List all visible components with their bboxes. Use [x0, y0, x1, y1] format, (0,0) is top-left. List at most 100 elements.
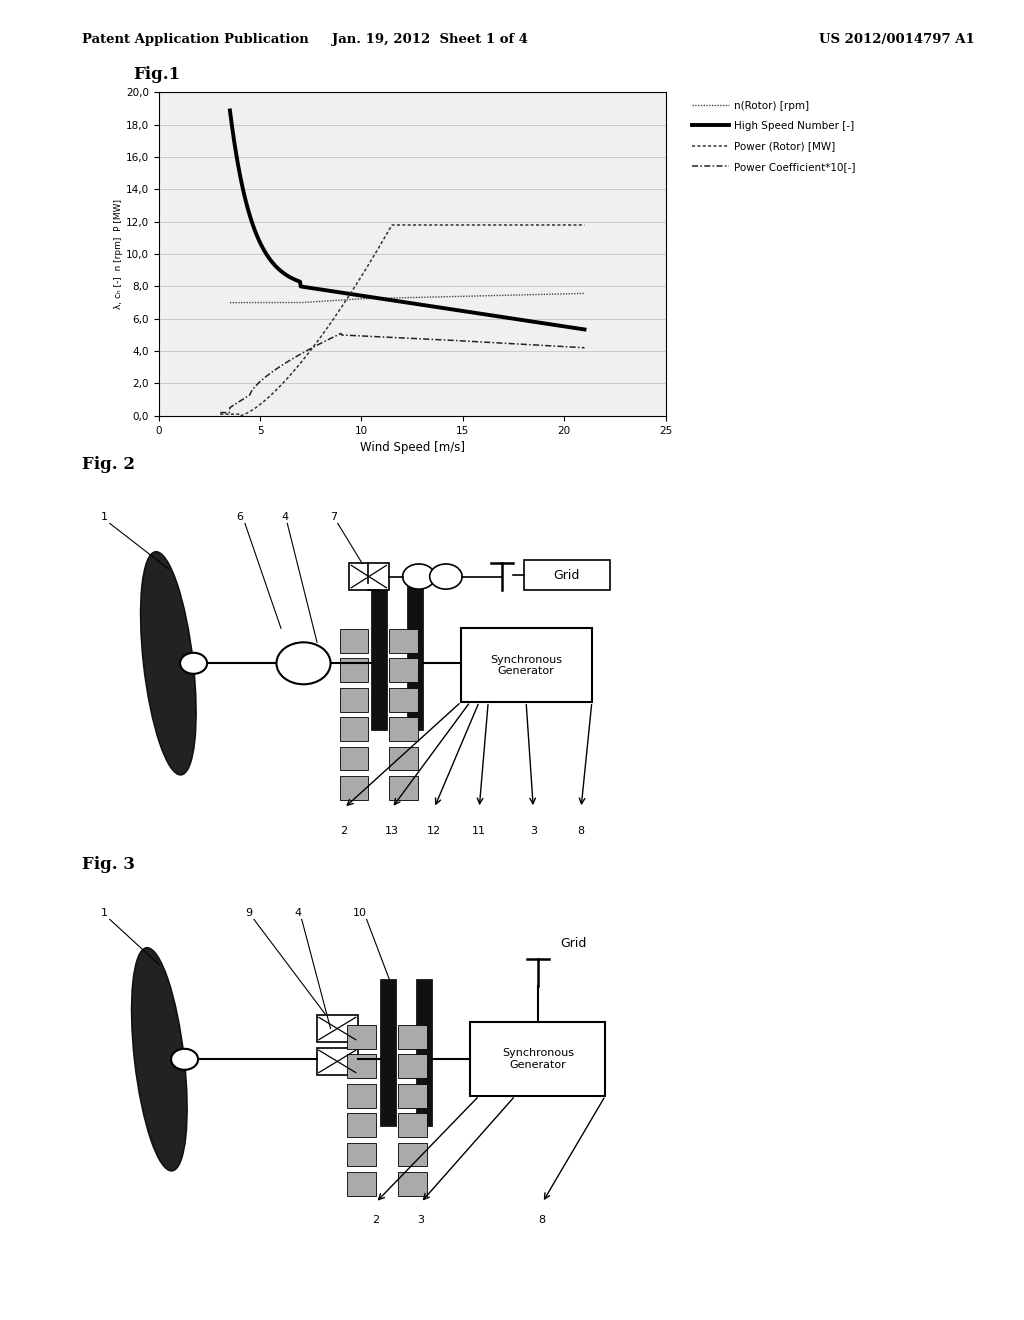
Power (Rotor) [MW]: [440, 216, 453, 232]
Power (Rotor) [MW]: [269, 383, 282, 399]
High Speed Number [-]: [408, 296, 420, 312]
Bar: [380, 979, 396, 1126]
Bar: [347, 1113, 376, 1137]
Text: 6: 6: [236, 512, 243, 521]
Power (Rotor) [MW]: [237, 408, 249, 424]
Bar: [389, 688, 418, 711]
Circle shape: [171, 1049, 198, 1069]
High Speed Number [-]: [476, 306, 488, 322]
Bar: [416, 979, 432, 1126]
Power (Rotor) [MW]: [351, 276, 364, 292]
Text: Grid: Grid: [553, 569, 580, 582]
Text: Fig.1: Fig.1: [133, 66, 180, 83]
Text: 11: 11: [472, 825, 486, 836]
Power Coefficient*10[-]: [440, 333, 453, 348]
Text: 8: 8: [578, 825, 585, 836]
Power Coefficient*10[-]: [237, 392, 249, 408]
Y-axis label: λ, cₕ [-]  n [rpm]  P [MW]: λ, cₕ [-] n [rpm] P [MW]: [114, 199, 123, 309]
Bar: [389, 659, 418, 682]
Bar: [340, 717, 369, 741]
High Speed Number [-]: [579, 322, 591, 338]
Bar: [389, 717, 418, 741]
Text: 3: 3: [417, 1214, 424, 1225]
Text: 1: 1: [100, 908, 108, 917]
Bar: [398, 1113, 427, 1137]
X-axis label: Wind Speed [m/s]: Wind Speed [m/s]: [359, 441, 465, 454]
Bar: [347, 1026, 376, 1049]
Power Coefficient*10[-]: [476, 334, 488, 350]
Text: Grid: Grid: [561, 937, 587, 950]
Bar: [347, 1172, 376, 1196]
Ellipse shape: [132, 948, 187, 1171]
High Speed Number [-]: [237, 178, 249, 194]
Bar: [347, 1143, 376, 1167]
Text: 2: 2: [341, 825, 347, 836]
Text: Fig. 3: Fig. 3: [82, 855, 135, 873]
Text: 2: 2: [372, 1214, 379, 1225]
Bar: [371, 583, 387, 730]
Ellipse shape: [140, 552, 196, 775]
Text: Synchronous
Generator: Synchronous Generator: [490, 655, 562, 676]
Circle shape: [430, 564, 462, 589]
Bar: [461, 628, 592, 702]
Circle shape: [276, 643, 331, 684]
n(Rotor) [rpm]: [237, 294, 249, 310]
n(Rotor) [rpm]: [269, 294, 282, 310]
Bar: [317, 1048, 357, 1074]
Text: US 2012/0014797 A1: US 2012/0014797 A1: [819, 33, 975, 46]
Bar: [347, 1084, 376, 1107]
Text: 12: 12: [427, 825, 441, 836]
Line: Power Coefficient*10[-]: Power Coefficient*10[-]: [220, 334, 585, 413]
Bar: [340, 630, 369, 653]
Text: M: M: [297, 657, 309, 669]
Bar: [408, 583, 423, 730]
n(Rotor) [rpm]: [351, 292, 364, 308]
Text: 7: 7: [331, 512, 338, 521]
Bar: [398, 1055, 427, 1078]
Power (Rotor) [MW]: [476, 216, 488, 232]
Bar: [347, 1055, 376, 1078]
Power Coefficient*10[-]: [579, 339, 591, 355]
Bar: [340, 776, 369, 800]
Bar: [340, 688, 369, 711]
Bar: [389, 776, 418, 800]
n(Rotor) [rpm]: [440, 289, 453, 305]
Circle shape: [402, 564, 435, 589]
Bar: [389, 630, 418, 653]
n(Rotor) [rpm]: [408, 289, 420, 305]
Power Coefficient*10[-]: [269, 362, 282, 378]
Text: 13: 13: [385, 825, 398, 836]
Line: n(Rotor) [rpm]: n(Rotor) [rpm]: [230, 293, 585, 302]
Power (Rotor) [MW]: [408, 216, 420, 232]
Legend: n(Rotor) [rpm], High Speed Number [-], Power (Rotor) [MW], Power Coefficient*10[: n(Rotor) [rpm], High Speed Number [-], P…: [686, 94, 861, 178]
Bar: [470, 1022, 605, 1096]
Bar: [398, 1143, 427, 1167]
Text: Fig. 2: Fig. 2: [82, 455, 135, 473]
Text: 4: 4: [295, 908, 302, 917]
Text: Synchronous
Generator: Synchronous Generator: [502, 1048, 573, 1071]
n(Rotor) [rpm]: [579, 285, 591, 301]
Bar: [348, 564, 389, 590]
High Speed Number [-]: [440, 301, 453, 317]
High Speed Number [-]: [351, 286, 364, 302]
Text: Jan. 19, 2012  Sheet 1 of 4: Jan. 19, 2012 Sheet 1 of 4: [332, 33, 528, 46]
Circle shape: [180, 653, 207, 673]
Line: High Speed Number [-]: High Speed Number [-]: [230, 111, 585, 330]
Power (Rotor) [MW]: [579, 216, 591, 232]
Power Coefficient*10[-]: [351, 327, 364, 343]
Bar: [389, 747, 418, 771]
Bar: [317, 1015, 357, 1041]
Bar: [398, 1026, 427, 1049]
Text: 10: 10: [353, 908, 367, 917]
Bar: [398, 1084, 427, 1107]
Text: 8: 8: [539, 1214, 546, 1225]
n(Rotor) [rpm]: [476, 288, 488, 304]
Bar: [340, 747, 369, 771]
Bar: [524, 561, 610, 590]
Text: 3: 3: [529, 825, 537, 836]
Text: 1: 1: [100, 512, 108, 521]
Text: 9: 9: [245, 908, 252, 917]
Line: Power (Rotor) [MW]: Power (Rotor) [MW]: [220, 224, 585, 416]
Power Coefficient*10[-]: [408, 330, 420, 346]
Bar: [340, 659, 369, 682]
